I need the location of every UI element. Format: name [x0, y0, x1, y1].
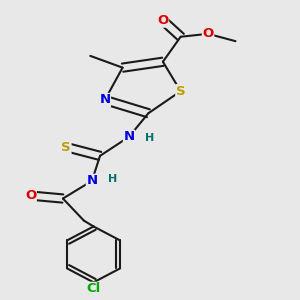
Text: O: O: [157, 14, 169, 27]
Text: Cl: Cl: [86, 282, 101, 295]
Text: O: O: [202, 27, 214, 40]
Text: N: N: [86, 174, 98, 188]
Text: N: N: [99, 94, 110, 106]
Text: H: H: [146, 133, 154, 143]
Text: N: N: [124, 130, 135, 143]
Text: H: H: [108, 174, 118, 184]
Text: S: S: [176, 85, 185, 98]
Text: S: S: [61, 141, 71, 154]
Text: O: O: [25, 189, 36, 202]
